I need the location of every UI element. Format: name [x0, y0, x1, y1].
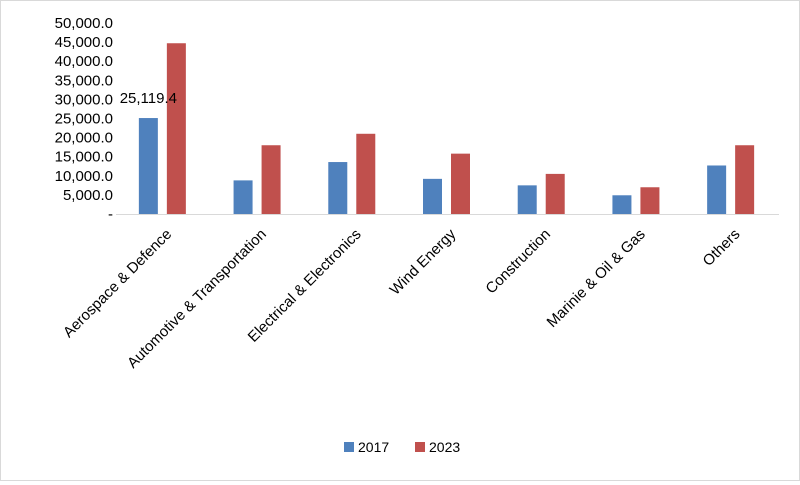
bar-2017: [138, 118, 158, 214]
y-tick-label: 35,000.0: [55, 72, 113, 89]
y-tick-label: 45,000.0: [55, 34, 113, 51]
x-tick-label: Others: [700, 226, 744, 270]
legend-swatch-2023: [415, 442, 425, 452]
bar-2023: [640, 187, 660, 214]
x-tick-label: Aerospace & Defence: [60, 226, 175, 341]
bar-2017: [423, 178, 442, 214]
bar-2017: [707, 165, 727, 214]
y-tick-label: 40,000.0: [55, 53, 113, 70]
bar-2023: [545, 173, 565, 214]
y-tick-label: 50,000.0: [55, 15, 113, 32]
y-tick-label: 15,000.0: [55, 149, 113, 166]
y-tick-label: 10,000.0: [55, 168, 113, 185]
y-tick-label: 20,000.0: [55, 130, 113, 147]
y-tick-label: 30,000.0: [55, 91, 113, 108]
x-tick-label: Wind Energy: [387, 225, 460, 298]
bar-2017: [612, 195, 632, 214]
legend-label: 2017: [358, 439, 389, 455]
y-tick-label: -: [108, 206, 113, 223]
x-tick-label: Construction: [482, 226, 554, 298]
bar-2023: [261, 145, 281, 214]
bar-2023: [451, 153, 470, 214]
bar-2023: [735, 145, 755, 214]
bar-2023: [166, 43, 186, 214]
bar-2017: [328, 162, 348, 214]
y-tick-label: 25,000.0: [55, 111, 113, 128]
legend-swatch-2017: [344, 442, 354, 452]
y-tick-label: 5,000.0: [63, 187, 113, 204]
data-label: 25,119.4: [120, 90, 177, 107]
x-tick-label: Marinie & Oil & Gas: [544, 226, 649, 331]
bar-2017: [517, 185, 537, 214]
bar-2023: [356, 133, 376, 214]
legend-label: 2023: [429, 439, 460, 455]
bar-2017: [233, 180, 253, 214]
